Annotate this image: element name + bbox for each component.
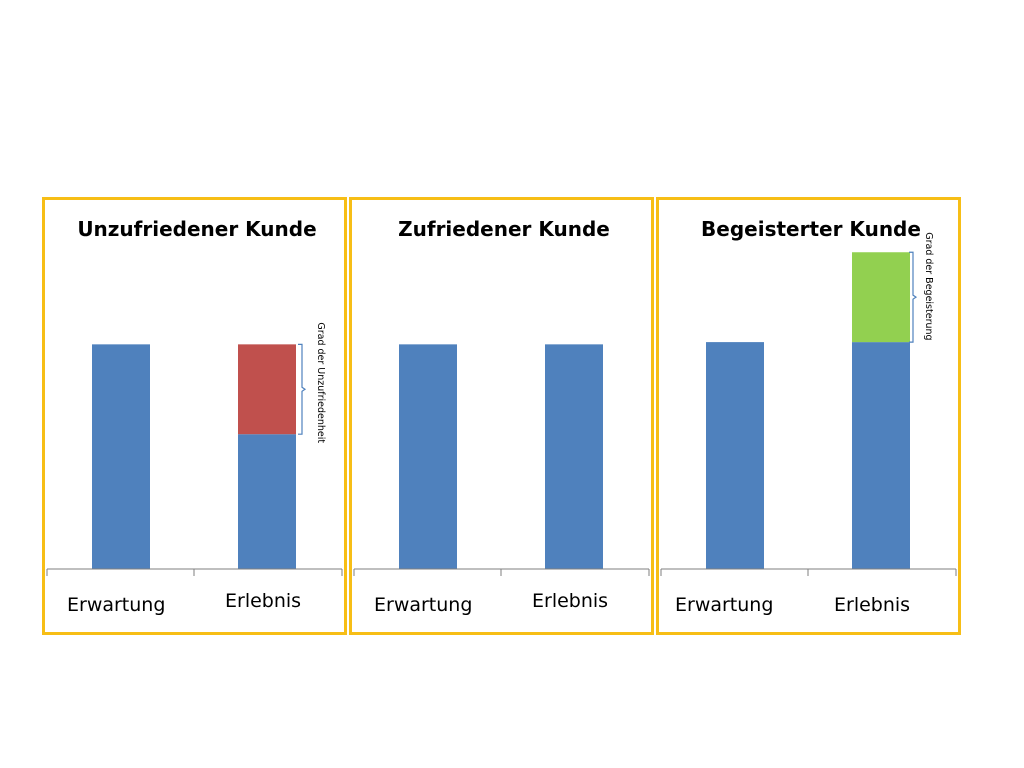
bar-base-erlebnis [545,344,603,569]
category-label-erlebnis: Erlebnis [225,590,301,612]
chart-title: Unzufriedener Kunde [77,217,316,241]
chart-svg: Begeisterter Kunde Erwartung Erlebnis Grad … [660,217,957,616]
category-label-erwartung: Erwartung [374,594,472,616]
category-label-erwartung: Erwartung [67,594,165,616]
category-label-erlebnis: Erlebnis [834,594,910,616]
bar-base-erwartung [706,342,764,569]
bar-deficit-erlebnis [238,344,296,435]
chart-panel-unzufriedener-kunde: Unzufriedener Kunde Erwartung Erlebnis Grad… [42,197,347,635]
category-label-erwartung: Erwartung [675,594,773,616]
bar-base-erwartung [92,344,150,569]
bar-base-erlebnis [238,434,296,569]
annotation-label: Grad der Begeisterung [923,232,934,340]
chart-svg: Unzufriedener Kunde Erwartung Erlebnis Grad… [46,217,343,616]
bar-base-erlebnis [852,342,910,569]
bar-surplus-erlebnis [852,252,910,343]
annotation-brace [298,343,307,435]
bar-base-erwartung [399,344,457,569]
chart-panel-zufriedener-kunde: Zufriedener Kunde Erwartung Erlebnis [349,197,654,635]
chart-title: Begeisterter Kunde [701,217,921,241]
chart-panel-begeisterter-kunde: Begeisterter Kunde Erwartung Erlebnis Grad … [656,197,961,635]
chart-title: Zufriedener Kunde [398,217,610,241]
category-label-erlebnis: Erlebnis [532,590,608,612]
annotation-brace [909,251,918,343]
chart-svg: Zufriedener Kunde Erwartung Erlebnis [353,217,650,616]
annotation-label: Grad der Unzufriedenheit [315,322,326,443]
